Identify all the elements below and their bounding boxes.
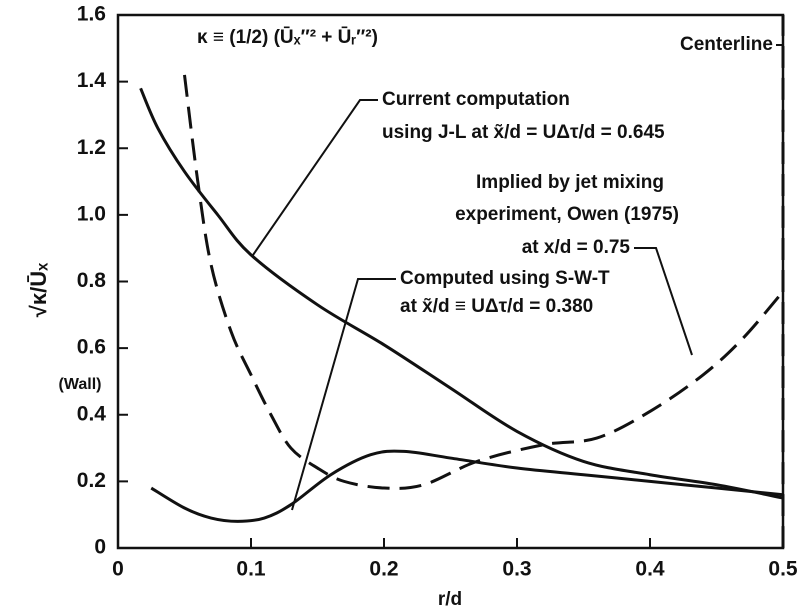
annotation: Centerline [680, 34, 773, 55]
annotation: at x/d = 0.75 [522, 237, 631, 258]
y-tick-label: 0.4 [77, 402, 107, 425]
annotation: experiment, Owen (1975) [455, 204, 679, 225]
annotation: Current computation [382, 89, 570, 110]
series-line [139, 87, 784, 500]
y-tick-label: 0.8 [77, 269, 107, 292]
leader-line [776, 44, 784, 60]
x-tick-label: 0.4 [635, 558, 665, 581]
series-line [150, 449, 784, 523]
leader-line [252, 99, 378, 256]
annotation: κ ≡ (1/2) (Ūₓ″² + Ūᵣ″²) [197, 27, 378, 48]
y-tick-label: 1.6 [77, 3, 106, 26]
y-tick-label: 1.4 [77, 69, 107, 92]
annotation: at x̃/d ≡ UΔτ/d = 0.380 [400, 296, 593, 317]
y-tick-label: 0 [94, 536, 106, 559]
x-tick-label: 0 [112, 558, 124, 581]
annotation: using J-L at x̃/d = UΔτ/d = 0.645 [382, 122, 665, 143]
x-tick-label: 0.1 [236, 558, 266, 581]
leader-line [291, 278, 396, 511]
y-tick-label: 0.2 [77, 469, 106, 492]
y-axis-label: √κ/Ūₓ [26, 262, 51, 317]
annotation: Implied by jet mixing [476, 172, 664, 193]
x-tick-label: 0.5 [768, 558, 798, 581]
leader-line [634, 247, 693, 356]
series-line [183, 74, 785, 490]
x-axis-label: r/d [438, 589, 462, 610]
y-tick-label: 0.6 [77, 336, 106, 359]
annotation: (Wall) [59, 376, 102, 393]
y-tick-label: 1.0 [77, 202, 106, 225]
x-tick-label: 0.2 [369, 558, 398, 581]
y-tick-label: 1.2 [77, 136, 106, 159]
x-tick-label: 0.3 [502, 558, 531, 581]
annotation: Computed using S-W-T [400, 268, 610, 289]
